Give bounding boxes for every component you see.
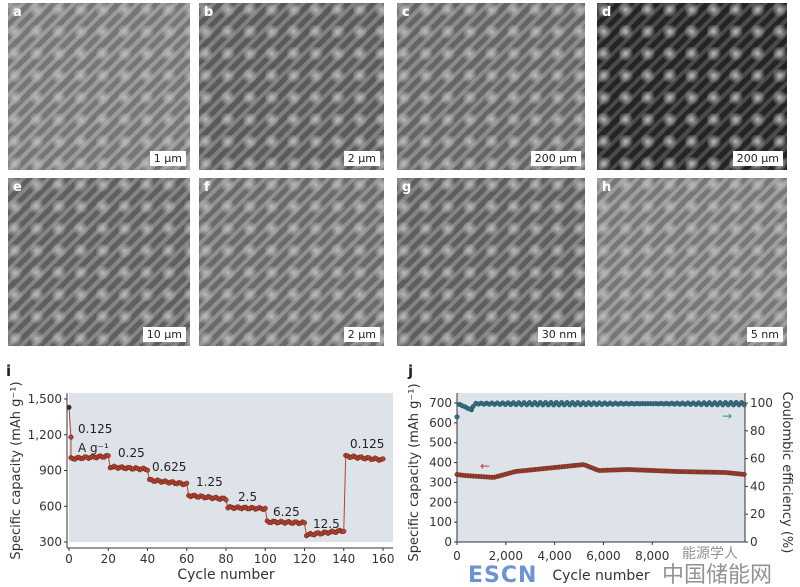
data-point — [68, 434, 74, 440]
data-point — [301, 520, 308, 526]
y-tick-label: 600 — [39, 499, 62, 513]
panel-label: c — [402, 5, 410, 20]
x-tick-label: 100 — [254, 552, 277, 566]
ce-point — [454, 414, 460, 420]
x-tick-label: 8,000 — [635, 549, 669, 563]
y-axis-label: Specific capacity (mAh g⁻¹) — [9, 381, 24, 559]
data-point — [262, 505, 268, 511]
y-tick-label: 400 — [429, 456, 452, 470]
data-point — [184, 480, 190, 486]
y-tick-label: 300 — [429, 475, 452, 489]
y2-axis-label: Coulombic efficiency (%) — [779, 392, 794, 554]
panel-label: f — [204, 180, 210, 195]
scale-bar: 2 µm — [343, 327, 380, 342]
y-tick-label: 200 — [429, 495, 452, 509]
y-tick-label: 0 — [444, 535, 452, 549]
watermark-account: 能源学人 — [682, 546, 738, 562]
micrograph-h: h 5 nm — [597, 178, 787, 346]
y2-tick-label: 100 — [750, 396, 773, 410]
micrograph-f: f 2 µm — [199, 178, 384, 346]
ce-point — [470, 404, 476, 409]
ce-point — [741, 402, 747, 408]
scale-bar: 30 nm — [537, 327, 581, 342]
data-point — [144, 467, 151, 473]
scale-bar: 200 µm — [732, 151, 783, 166]
y-tick-label: 300 — [39, 535, 62, 549]
watermark-cn: 中国储能网 — [662, 563, 773, 587]
x-tick-label: 120 — [293, 552, 316, 566]
rate-unit-label: A g⁻¹ — [78, 441, 109, 455]
micrograph-b: b 2 µm — [199, 3, 384, 170]
scale-bar: 5 nm — [746, 327, 783, 342]
y-axis-label: Specific capacity (mAh g⁻¹) — [407, 383, 422, 561]
y-tick-label: 600 — [429, 416, 452, 430]
rate-label: 1.25 — [196, 475, 223, 489]
rate-capability-chart: 0 20 40 60 80 100 120 140 160 300 600 900 1,200 1,500… — [9, 381, 395, 583]
panel-label: b — [204, 5, 214, 20]
x-tick-label: 6,000 — [586, 549, 620, 563]
scale-bar: 10 µm — [142, 327, 186, 342]
y-tick-label: 700 — [429, 396, 452, 410]
x-tick-label: 60 — [179, 552, 194, 566]
x-tick-label: 160 — [372, 552, 395, 566]
y2-tick-label: 40 — [750, 479, 765, 493]
data-point — [380, 456, 386, 462]
micrograph-c: c 200 µm — [397, 3, 585, 170]
y-tick-label: 100 — [429, 515, 452, 529]
scale-bar: 2 µm — [343, 151, 380, 166]
x-tick-label: 140 — [332, 552, 355, 566]
micrograph-d: d 200 µm — [597, 3, 787, 170]
y-tick-label: 500 — [429, 436, 452, 450]
rate-label: 0.125 — [350, 437, 384, 451]
micrograph-g: g 30 nm — [397, 178, 585, 346]
rate-label: 12.5 — [313, 517, 340, 531]
y2-tick-label: 80 — [750, 424, 765, 438]
y-tick-label: 1,200 — [28, 428, 62, 442]
panel-label: d — [602, 5, 612, 20]
micrograph-a: a 1 µm — [8, 3, 190, 170]
x-tick-label: 0 — [65, 552, 73, 566]
scale-bar: 1 µm — [149, 151, 186, 166]
data-point — [223, 497, 229, 503]
rate-label: 6.25 — [273, 505, 300, 519]
x-tick-label: 20 — [101, 552, 116, 566]
capacity-point — [741, 471, 747, 477]
left-arrow-icon: ← — [480, 459, 490, 473]
watermark-brand: ESCN — [468, 563, 538, 587]
panel-label: e — [13, 180, 22, 195]
cycling-stability-chart: 0 2,000 4,000 6,000 8,0000100200300400500600… — [407, 383, 794, 584]
scale-bar: 200 µm — [530, 151, 581, 166]
data-point — [66, 404, 72, 410]
data-point — [341, 528, 347, 534]
rate-label: 2.5 — [238, 490, 257, 504]
x-axis-label: Cycle number — [552, 568, 650, 584]
x-tick-label: 4,000 — [537, 549, 571, 563]
y2-tick-label: 0 — [750, 535, 758, 549]
x-tick-label: 2,000 — [489, 549, 523, 563]
panel-label: h — [602, 180, 612, 195]
rate-label: 0.625 — [152, 460, 186, 474]
x-tick-label: 80 — [218, 552, 233, 566]
panel-label-i: i — [6, 362, 12, 380]
y2-tick-label: 60 — [750, 452, 765, 466]
panel-label-j: j — [408, 362, 414, 380]
panel-label: g — [402, 180, 412, 195]
rate-label: 0.125 — [78, 422, 112, 436]
rate-label: 0.25 — [118, 446, 145, 460]
x-axis-label: Cycle number — [177, 567, 275, 583]
y-tick-label: 1,500 — [28, 392, 62, 406]
x-tick-label: 40 — [140, 552, 155, 566]
micrograph-e: e 10 µm — [8, 178, 190, 346]
y2-tick-label: 20 — [750, 507, 765, 521]
y-tick-label: 900 — [39, 464, 62, 478]
x-tick-label: 0 — [453, 549, 461, 563]
panel-label: a — [13, 5, 22, 20]
data-point — [105, 453, 111, 459]
plot-area — [457, 393, 745, 542]
right-arrow-icon: → — [722, 409, 732, 423]
